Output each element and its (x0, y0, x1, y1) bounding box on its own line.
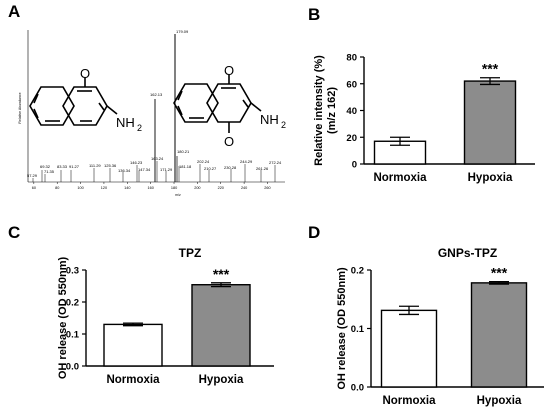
bar-chart-c: TPZ OH release (OD 550nm)0.0 0.1 0.2 0.3 Norm… (57, 246, 274, 386)
ms-x-tick-label: 120 (101, 186, 107, 190)
bar-normoxia (103, 323, 163, 367)
y-tick-label: 60 (346, 79, 357, 90)
bar-chart-d: GNPs-TPZ OH release (OD 550nm) 0.0 0.1 0.2 No… (336, 246, 544, 407)
ms-x-tick-label: 200 (194, 186, 200, 190)
ms-x-ticks: 60 80 100 120 140 160 180 200 220 240 260 (32, 182, 271, 190)
molecule-left-amine-subscript: 2 (137, 123, 142, 133)
molecule-right-benzene-ring (173, 83, 219, 123)
y-tick-label: 0.1 (351, 324, 365, 335)
ms-peak-label-69: 69.32 (40, 164, 51, 169)
panel-letter-b: B (308, 5, 320, 24)
ms-x-axis-label: m/z (175, 193, 181, 197)
y-axis-label: Relative intensity (%) (313, 55, 325, 166)
y-tick-label: 0.3 (66, 266, 79, 277)
molecule-left (29, 78, 118, 126)
chart-title: GNPs-TPZ (438, 246, 497, 260)
ms-x-tick-label: 100 (77, 186, 83, 190)
molecule-left-benzene-ring (29, 86, 75, 126)
ms-x-tick-label: 260 (264, 186, 270, 190)
ms-peak-label-230: 230.28 (224, 165, 237, 170)
ms-peak-label-71: 71.35 (44, 169, 55, 174)
ms-peak-label-202: 202.24 (197, 159, 210, 164)
ms-peak-label-210: 210.27 (204, 166, 217, 171)
ms-y-axis-label: Relative Abundance (18, 92, 22, 123)
significance-label: *** (491, 265, 508, 281)
ms-peak-label-136: 136.34 (118, 168, 131, 173)
category-label-normoxia: Normoxia (106, 374, 160, 386)
y-tick-label: 80 (346, 53, 357, 64)
category-label-normoxia: Normoxia (382, 395, 436, 407)
ms-peak-label-261: 261.26 (256, 166, 269, 171)
y-tick-label: 0.1 (66, 330, 80, 341)
ms-peak-label-111: 111.29 (89, 163, 101, 168)
ms-x-tick-label: 140 (124, 186, 130, 190)
ms-peak-label-162: 162.13 (150, 92, 163, 97)
category-label-hypoxia: Hypoxia (477, 395, 522, 407)
y-tick-label: 0.0 (351, 383, 364, 394)
bar-hypoxia (463, 80, 517, 165)
y-tick-label: 0.2 (351, 266, 364, 277)
ms-peaks: 179.09 162.13 180.21 57.29 69.32 71.35 8… (27, 29, 282, 182)
y-tick-label: 40 (346, 106, 357, 117)
ms-peak-label-180: 180.21 (177, 149, 190, 154)
ms-peak-label-57: 57.29 (27, 173, 38, 178)
molecule-right-amine: NH (260, 112, 279, 127)
panel-letter-d: D (308, 223, 320, 242)
ms-x-tick-label: 220 (218, 186, 224, 190)
ms-x-tick-label: 180 (171, 186, 177, 190)
ms-peak-label-91: 91.27 (69, 164, 80, 169)
y-axis-label: OH release (OD 550nm) (336, 267, 348, 390)
bar-hypoxia (191, 284, 251, 367)
molecule-left-amine: NH (116, 115, 135, 130)
molecule-right (173, 75, 262, 133)
category-label-hypoxia: Hypoxia (468, 172, 513, 184)
ms-peak-label-171: 171.29 (160, 167, 173, 172)
y-axis-label: (m/z 162) (326, 87, 338, 134)
chart-title: TPZ (179, 246, 202, 260)
ms-peak-label-147: 147.34 (138, 167, 151, 172)
y-tick-label: 0.2 (66, 298, 79, 309)
ms-peak-label-146: 146.23 (130, 160, 143, 165)
mass-spectrum-panel: Relative Abundance m/z 60 80 100 120 140 160 1… (18, 29, 286, 197)
ms-peak-label-83: 83.33 (57, 164, 68, 169)
ms-x-tick-label: 240 (241, 186, 247, 190)
ms-peak-label-244: 244.29 (240, 159, 253, 164)
y-tick-label: 0.0 (66, 362, 79, 373)
significance-label: *** (213, 266, 230, 282)
bar-hypoxia (470, 282, 528, 388)
y-axis-label: OH release (OD 550nm) (57, 257, 69, 380)
ms-peak-label-163: 163.24 (151, 156, 164, 161)
category-label-hypoxia: Hypoxia (199, 374, 244, 386)
y-tick-label: 0 (352, 160, 357, 171)
ms-x-tick-label: 160 (147, 186, 153, 190)
ms-peak-label-125: 125.36 (104, 163, 117, 168)
bar-chart-b: Relative intensity (%) (m/z 162) 0 20 40 60 80… (313, 53, 535, 184)
molecule-right-amine-subscript: 2 (281, 120, 286, 130)
ms-peak-label-272: 272.24 (269, 160, 282, 165)
molecule-left-oxygen: O (80, 66, 90, 81)
molecule-right-bottom-oxygen: O (224, 134, 234, 149)
ms-peak-label-179: 179.09 (176, 29, 189, 34)
ms-peak-label-181: 181.18 (179, 164, 192, 169)
significance-label: *** (482, 61, 499, 77)
bar-normoxia (380, 309, 438, 388)
panel-letter-c: C (8, 223, 20, 242)
panel-letter-a: A (8, 2, 20, 21)
molecule-right-top-oxygen: O (224, 63, 234, 78)
ms-x-tick-label: 60 (32, 186, 36, 190)
ms-x-tick-label: 80 (55, 186, 59, 190)
category-label-normoxia: Normoxia (373, 172, 427, 184)
y-tick-label: 20 (346, 133, 357, 144)
